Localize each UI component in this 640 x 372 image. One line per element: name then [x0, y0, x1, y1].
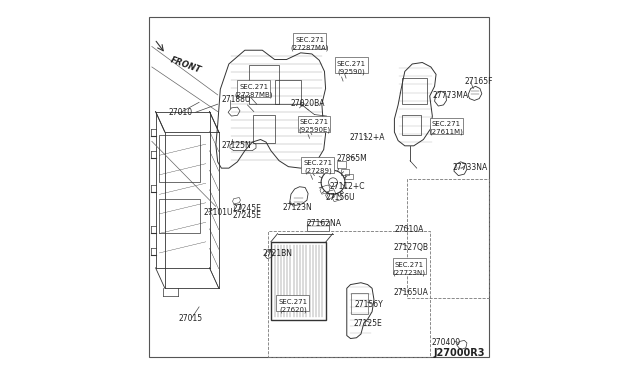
Text: 27865M: 27865M: [337, 154, 367, 163]
Text: 27020BA: 27020BA: [291, 99, 324, 108]
Bar: [293, 33, 326, 49]
Text: 27733NA: 27733NA: [452, 163, 487, 172]
Bar: [276, 295, 309, 311]
Bar: [307, 221, 330, 231]
Text: SEC.271
(27620): SEC.271 (27620): [278, 299, 307, 313]
Bar: [268, 231, 429, 357]
Bar: [301, 157, 334, 173]
Text: J27000R3: J27000R3: [434, 349, 486, 358]
Text: SEC.271
(27287MB): SEC.271 (27287MB): [234, 84, 273, 98]
Text: 27245E: 27245E: [232, 211, 262, 219]
Text: SEC.271
(27611M): SEC.271 (27611M): [429, 121, 463, 135]
Bar: [341, 169, 349, 175]
Text: 27188U: 27188U: [222, 95, 251, 104]
Bar: [351, 293, 369, 314]
Text: 27101U: 27101U: [204, 208, 234, 217]
Text: 27156U: 27156U: [326, 193, 355, 202]
Text: 2721BN: 2721BN: [262, 249, 292, 258]
Bar: [159, 199, 200, 234]
Text: SEC.271
(27287MA): SEC.271 (27287MA): [291, 37, 329, 51]
Bar: [402, 78, 427, 104]
Text: SEC.271
(92590E): SEC.271 (92590E): [298, 119, 330, 134]
Text: 27125E: 27125E: [353, 319, 382, 328]
Bar: [408, 179, 489, 298]
Text: 27010A: 27010A: [394, 225, 424, 234]
Bar: [402, 115, 421, 135]
Text: 27010: 27010: [168, 108, 193, 117]
Text: 27015: 27015: [179, 314, 203, 323]
Bar: [275, 80, 301, 104]
Bar: [346, 174, 353, 179]
Text: 270400: 270400: [431, 339, 461, 347]
Bar: [253, 115, 275, 143]
Text: 27127QB: 27127QB: [394, 243, 429, 251]
Text: SEC.271
(27289): SEC.271 (27289): [303, 160, 332, 174]
Text: 27112+A: 27112+A: [349, 133, 385, 142]
Text: FRONT: FRONT: [170, 56, 203, 75]
Bar: [271, 242, 326, 320]
Bar: [393, 258, 426, 274]
Bar: [159, 135, 200, 182]
Text: 27123N: 27123N: [282, 203, 312, 212]
Text: SEC.271
(27723N): SEC.271 (27723N): [393, 262, 426, 276]
Bar: [298, 116, 330, 132]
Text: 27156Y: 27156Y: [354, 300, 383, 309]
Text: 27112+C: 27112+C: [330, 182, 365, 190]
Bar: [430, 118, 463, 134]
Bar: [250, 65, 279, 104]
Text: SEC.271
(92590): SEC.271 (92590): [337, 61, 366, 75]
Text: 27165UA: 27165UA: [394, 288, 429, 296]
Text: 27165F: 27165F: [465, 77, 493, 86]
Bar: [335, 57, 367, 73]
Text: 27773MA: 27773MA: [433, 92, 468, 100]
Bar: [337, 161, 346, 168]
Text: 27162NA: 27162NA: [307, 219, 342, 228]
Bar: [237, 80, 270, 97]
Text: 27125N: 27125N: [222, 141, 252, 150]
Text: 27245E: 27245E: [232, 204, 262, 213]
